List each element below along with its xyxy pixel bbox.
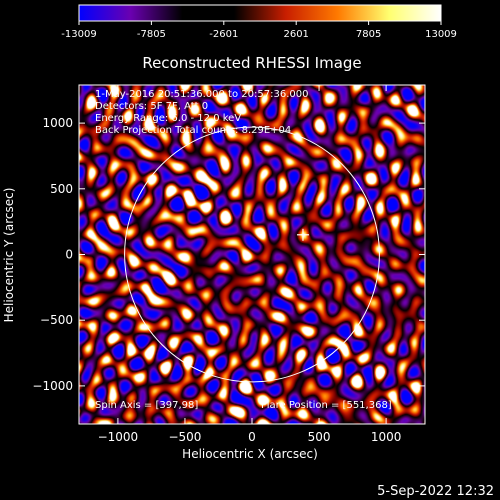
- observation-annotations: 1-May-2016 20:51:36.000 to 20:57:36.000D…: [95, 89, 308, 136]
- spin-axis-label: Spin Axis = [397,98]: [95, 400, 198, 411]
- x-axis-label: Heliocentric X (arcsec): [182, 447, 318, 461]
- colorbar-tick-label: -13009: [61, 29, 96, 40]
- y-tick-label: −500: [40, 313, 73, 327]
- y-axis-label: Heliocentric Y (arcsec): [2, 188, 16, 323]
- colorbar-tick-label: 2601: [283, 29, 308, 40]
- colorbar: [78, 4, 442, 22]
- annotation-line: 1-May-2016 20:51:36.000 to 20:57:36.000: [95, 89, 308, 100]
- y-tick-label: −1000: [32, 379, 73, 393]
- y-tick-label: 1000: [42, 116, 73, 130]
- heatmap-image: [79, 85, 425, 424]
- y-axis-ticks: −1000 −500 0 500 1000: [32, 116, 425, 393]
- colorbar-tick-label: 7805: [356, 29, 381, 40]
- timestamp: 5-Sep-2022 12:32: [377, 484, 494, 499]
- annotation-line: Energy Range: 6.0 - 12.0 keV: [95, 113, 241, 124]
- colorbar-tick-label: -2601: [209, 29, 238, 40]
- x-tick-label: 500: [308, 430, 331, 444]
- y-tick-label: 500: [50, 182, 73, 196]
- x-tick-label: 1000: [371, 430, 402, 444]
- x-tick-label: 0: [248, 430, 256, 444]
- flare-position-label: Flare Position = [551,368]: [261, 400, 392, 411]
- y-tick-label: 0: [65, 248, 73, 262]
- colorbar-ticks: -13009 -7805 -2601 2601 7805 13009: [61, 21, 457, 40]
- chart-title: Reconstructed RHESSI Image: [142, 54, 361, 72]
- annotation-line: Back Projection Total counts: 8.29E+04: [95, 125, 291, 136]
- x-axis-ticks: −1000 −500 0 500 1000: [98, 85, 402, 444]
- colorbar-tick-label: 13009: [425, 29, 457, 40]
- x-tick-label: −1000: [98, 430, 139, 444]
- flare-center-marker: [296, 228, 309, 241]
- solar-limb-circle: [124, 126, 380, 383]
- x-tick-label: −500: [168, 430, 201, 444]
- annotation-line: Detectors: 5F 7F, Att 0: [95, 101, 208, 112]
- colorbar-tick-label: -7805: [137, 29, 166, 40]
